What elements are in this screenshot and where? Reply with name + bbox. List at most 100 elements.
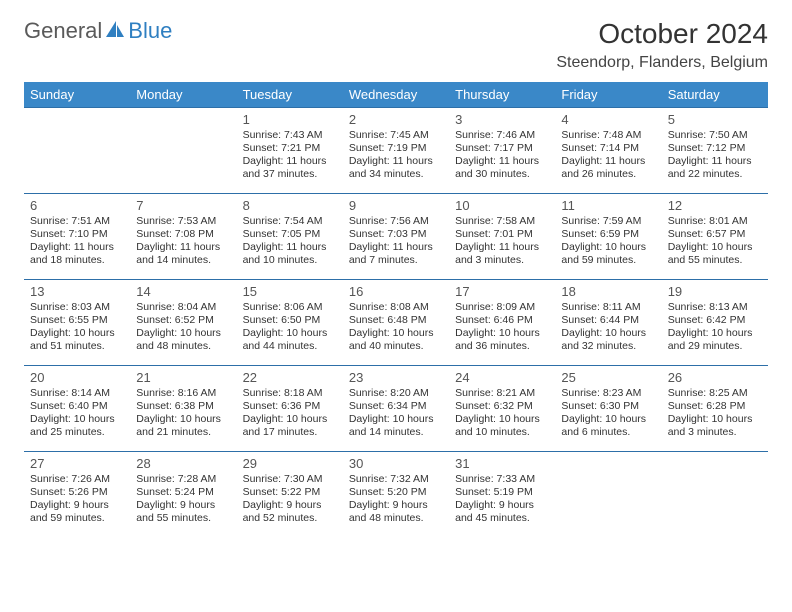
day-header: Tuesday (237, 82, 343, 108)
sunset-line: Sunset: 5:22 PM (243, 486, 337, 499)
day-number: 23 (349, 370, 443, 385)
sunrise-line: Sunrise: 8:20 AM (349, 387, 443, 400)
day-number: 11 (561, 198, 655, 213)
day-number: 20 (30, 370, 124, 385)
daylight-line: Daylight: 10 hours and 51 minutes. (30, 327, 124, 353)
daylight-line: Daylight: 9 hours and 48 minutes. (349, 499, 443, 525)
sunset-line: Sunset: 7:19 PM (349, 142, 443, 155)
sunset-line: Sunset: 5:19 PM (455, 486, 549, 499)
sunrise-line: Sunrise: 7:50 AM (668, 129, 762, 142)
sunrise-line: Sunrise: 8:18 AM (243, 387, 337, 400)
daylight-line: Daylight: 10 hours and 3 minutes. (668, 413, 762, 439)
day-number: 15 (243, 284, 337, 299)
sunset-line: Sunset: 6:34 PM (349, 400, 443, 413)
sunset-line: Sunset: 6:46 PM (455, 314, 549, 327)
sunrise-line: Sunrise: 7:43 AM (243, 129, 337, 142)
calendar-cell: 8Sunrise: 7:54 AMSunset: 7:05 PMDaylight… (237, 194, 343, 280)
sunrise-line: Sunrise: 8:09 AM (455, 301, 549, 314)
day-number: 3 (455, 112, 549, 127)
sunset-line: Sunset: 6:32 PM (455, 400, 549, 413)
sunset-line: Sunset: 7:12 PM (668, 142, 762, 155)
calendar-row: 20Sunrise: 8:14 AMSunset: 6:40 PMDayligh… (24, 366, 768, 452)
sunset-line: Sunset: 6:52 PM (136, 314, 230, 327)
daylight-line: Daylight: 10 hours and 40 minutes. (349, 327, 443, 353)
sunrise-line: Sunrise: 7:58 AM (455, 215, 549, 228)
daylight-line: Daylight: 9 hours and 52 minutes. (243, 499, 337, 525)
sunrise-line: Sunrise: 7:54 AM (243, 215, 337, 228)
sunrise-line: Sunrise: 8:03 AM (30, 301, 124, 314)
daylight-line: Daylight: 11 hours and 22 minutes. (668, 155, 762, 181)
sunrise-line: Sunrise: 8:06 AM (243, 301, 337, 314)
sunrise-line: Sunrise: 7:32 AM (349, 473, 443, 486)
sunset-line: Sunset: 6:28 PM (668, 400, 762, 413)
calendar-row: 13Sunrise: 8:03 AMSunset: 6:55 PMDayligh… (24, 280, 768, 366)
calendar-cell: 6Sunrise: 7:51 AMSunset: 7:10 PMDaylight… (24, 194, 130, 280)
sunrise-line: Sunrise: 7:26 AM (30, 473, 124, 486)
calendar-cell: 22Sunrise: 8:18 AMSunset: 6:36 PMDayligh… (237, 366, 343, 452)
sunrise-line: Sunrise: 8:25 AM (668, 387, 762, 400)
calendar-cell: 12Sunrise: 8:01 AMSunset: 6:57 PMDayligh… (662, 194, 768, 280)
sunrise-line: Sunrise: 8:01 AM (668, 215, 762, 228)
day-number: 17 (455, 284, 549, 299)
day-number: 1 (243, 112, 337, 127)
sunrise-line: Sunrise: 7:30 AM (243, 473, 337, 486)
sunset-line: Sunset: 6:48 PM (349, 314, 443, 327)
daylight-line: Daylight: 10 hours and 10 minutes. (455, 413, 549, 439)
calendar-cell: 4Sunrise: 7:48 AMSunset: 7:14 PMDaylight… (555, 108, 661, 194)
brand-logo: General Blue (24, 18, 172, 44)
sunset-line: Sunset: 7:17 PM (455, 142, 549, 155)
daylight-line: Daylight: 10 hours and 59 minutes. (561, 241, 655, 267)
day-number: 6 (30, 198, 124, 213)
calendar-cell: 24Sunrise: 8:21 AMSunset: 6:32 PMDayligh… (449, 366, 555, 452)
day-header: Monday (130, 82, 236, 108)
day-header: Thursday (449, 82, 555, 108)
day-header: Saturday (662, 82, 768, 108)
calendar-cell: 13Sunrise: 8:03 AMSunset: 6:55 PMDayligh… (24, 280, 130, 366)
daylight-line: Daylight: 11 hours and 14 minutes. (136, 241, 230, 267)
sunrise-line: Sunrise: 7:46 AM (455, 129, 549, 142)
daylight-line: Daylight: 10 hours and 48 minutes. (136, 327, 230, 353)
day-number: 2 (349, 112, 443, 127)
calendar-cell: 10Sunrise: 7:58 AMSunset: 7:01 PMDayligh… (449, 194, 555, 280)
day-number: 21 (136, 370, 230, 385)
calendar-cell: 23Sunrise: 8:20 AMSunset: 6:34 PMDayligh… (343, 366, 449, 452)
daylight-line: Daylight: 9 hours and 45 minutes. (455, 499, 549, 525)
brand-general: General (24, 18, 102, 44)
calendar-cell: 1Sunrise: 7:43 AMSunset: 7:21 PMDaylight… (237, 108, 343, 194)
sunset-line: Sunset: 7:14 PM (561, 142, 655, 155)
day-header: Sunday (24, 82, 130, 108)
calendar-cell: 3Sunrise: 7:46 AMSunset: 7:17 PMDaylight… (449, 108, 555, 194)
daylight-line: Daylight: 9 hours and 55 minutes. (136, 499, 230, 525)
calendar-cell: 5Sunrise: 7:50 AMSunset: 7:12 PMDaylight… (662, 108, 768, 194)
calendar-cell: 14Sunrise: 8:04 AMSunset: 6:52 PMDayligh… (130, 280, 236, 366)
calendar-cell-empty (24, 108, 130, 194)
calendar-cell: 26Sunrise: 8:25 AMSunset: 6:28 PMDayligh… (662, 366, 768, 452)
calendar-cell: 18Sunrise: 8:11 AMSunset: 6:44 PMDayligh… (555, 280, 661, 366)
sunset-line: Sunset: 6:30 PM (561, 400, 655, 413)
sunset-line: Sunset: 6:44 PM (561, 314, 655, 327)
day-number: 28 (136, 456, 230, 471)
sunset-line: Sunset: 7:08 PM (136, 228, 230, 241)
daylight-line: Daylight: 10 hours and 36 minutes. (455, 327, 549, 353)
daylight-line: Daylight: 11 hours and 7 minutes. (349, 241, 443, 267)
sunrise-line: Sunrise: 7:53 AM (136, 215, 230, 228)
daylight-line: Daylight: 10 hours and 25 minutes. (30, 413, 124, 439)
day-number: 4 (561, 112, 655, 127)
day-header: Friday (555, 82, 661, 108)
sunset-line: Sunset: 6:59 PM (561, 228, 655, 241)
sunrise-line: Sunrise: 8:16 AM (136, 387, 230, 400)
day-number: 8 (243, 198, 337, 213)
day-number: 14 (136, 284, 230, 299)
sunrise-line: Sunrise: 7:48 AM (561, 129, 655, 142)
calendar-body: 1Sunrise: 7:43 AMSunset: 7:21 PMDaylight… (24, 108, 768, 538)
calendar-cell: 20Sunrise: 8:14 AMSunset: 6:40 PMDayligh… (24, 366, 130, 452)
day-header: Wednesday (343, 82, 449, 108)
calendar-row: 1Sunrise: 7:43 AMSunset: 7:21 PMDaylight… (24, 108, 768, 194)
day-number: 27 (30, 456, 124, 471)
sunset-line: Sunset: 6:42 PM (668, 314, 762, 327)
calendar-cell: 19Sunrise: 8:13 AMSunset: 6:42 PMDayligh… (662, 280, 768, 366)
calendar-row: 6Sunrise: 7:51 AMSunset: 7:10 PMDaylight… (24, 194, 768, 280)
sunset-line: Sunset: 6:38 PM (136, 400, 230, 413)
daylight-line: Daylight: 9 hours and 59 minutes. (30, 499, 124, 525)
daylight-line: Daylight: 10 hours and 21 minutes. (136, 413, 230, 439)
